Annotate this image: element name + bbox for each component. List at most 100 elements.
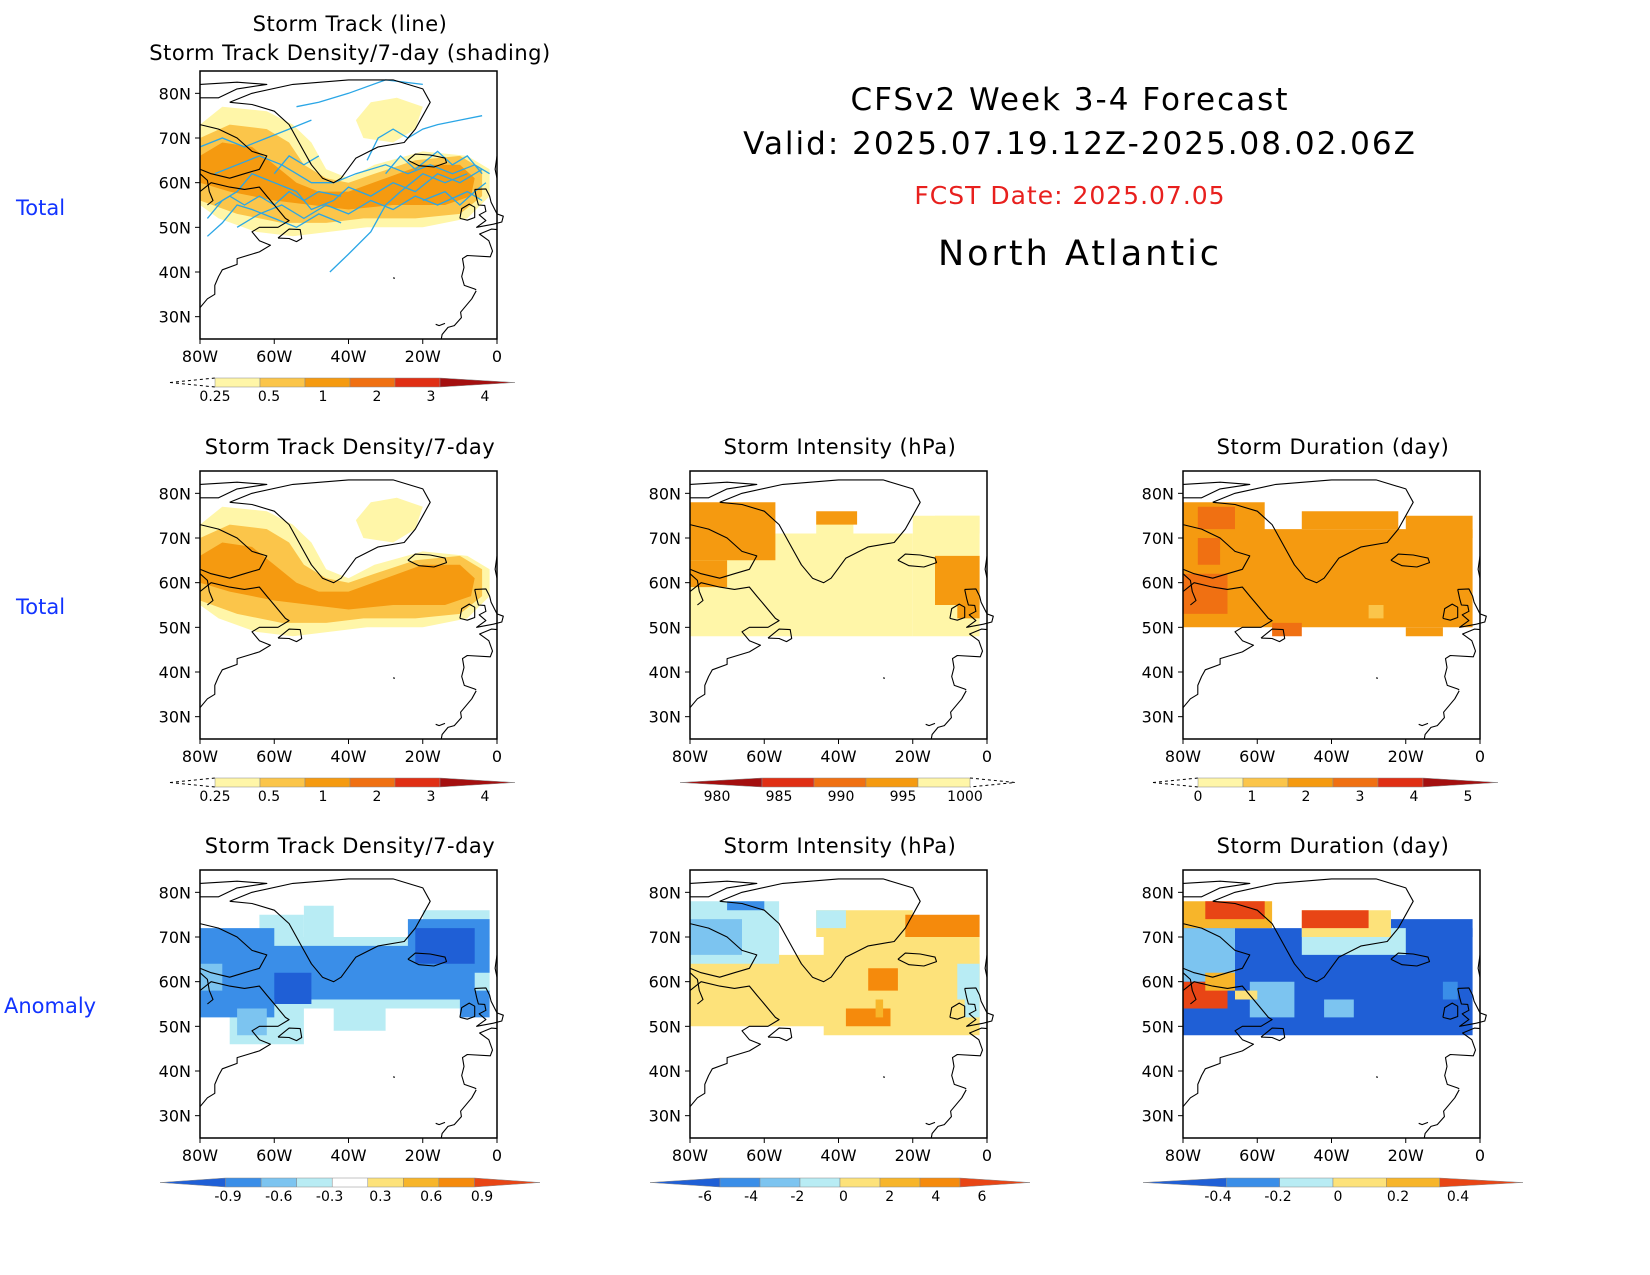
lat-tick-label: 80N	[1142, 883, 1174, 902]
panel-title-density-anom: Storm Track Density/7-day	[204, 834, 496, 858]
colorbar-label: 0.5	[258, 789, 280, 805]
coastline	[199, 524, 268, 579]
shaded-region	[333, 963, 364, 991]
lon-tick-label: 20W	[1388, 747, 1424, 766]
coastlines	[199, 479, 504, 740]
storm-track-line	[206, 168, 483, 219]
colorbar-swatch	[259, 377, 306, 388]
shaded-region	[868, 968, 898, 991]
coastline	[1182, 573, 1197, 606]
coastline	[1260, 1027, 1286, 1042]
colorbar-swatch	[1386, 1177, 1440, 1188]
lat-tick-label: 60N	[649, 973, 681, 992]
colorbar-swatch	[719, 1177, 761, 1188]
coastline	[199, 972, 214, 1005]
coastline	[407, 553, 448, 568]
coastline	[199, 981, 290, 1108]
colorbar-label: 0.3	[369, 1189, 391, 1205]
map-intensity-total: 80N 70N 60N 50N 40N 30N 80W 60W 40W 20W 0	[649, 470, 994, 766]
coastline	[392, 677, 396, 679]
coastline	[1423, 1089, 1460, 1139]
colorbar-label: 3	[1356, 789, 1365, 805]
map-density-anomaly: 80N 70N 60N 50N 40N 30N 80W 60W 40W 20W 0	[159, 869, 504, 1165]
lon-tick-label: 0	[982, 1146, 992, 1165]
colorbar-label: -0.9	[214, 1189, 241, 1205]
lon-tick-label: 60W	[256, 347, 292, 366]
shading-layer	[1183, 901, 1473, 1036]
colorbar-swatch	[296, 1177, 333, 1188]
storm-tracks	[199, 79, 490, 273]
coastline	[689, 573, 704, 606]
forecast-title: CFSv2 Week 3-4 Forecast	[850, 82, 1290, 118]
colorbar-label: 0.6	[420, 1189, 442, 1205]
colorbar-swatch	[367, 1177, 404, 1188]
coastlines	[199, 878, 504, 1139]
coastline	[392, 1076, 396, 1078]
lat-tick-label: 30N	[1142, 708, 1174, 727]
lat-tick-label: 70N	[159, 129, 191, 148]
coastline	[199, 173, 214, 206]
shaded-region	[816, 910, 846, 929]
colorbar-swatch	[439, 777, 516, 788]
colorbar-swatch	[304, 777, 351, 788]
coastline	[229, 479, 431, 584]
colorbar-swatch	[1439, 1177, 1524, 1188]
coastline	[1182, 524, 1251, 579]
coastline	[689, 582, 780, 709]
colorbar-label: 2	[885, 1189, 894, 1205]
coastline	[930, 690, 967, 740]
storm-track-line	[236, 190, 483, 228]
coastline	[199, 81, 268, 99]
coastline	[719, 479, 921, 584]
coastline	[440, 690, 477, 740]
coastline	[229, 878, 431, 983]
shaded-region	[690, 560, 728, 588]
colorbar-label: 2	[373, 389, 382, 405]
colorbar-label: 3	[427, 789, 436, 805]
shaded-region	[1390, 919, 1473, 937]
colorbar-label: 3	[427, 389, 436, 405]
lat-tick-label: 60N	[159, 973, 191, 992]
lat-tick-label: 50N	[1142, 1017, 1174, 1036]
colorbar-label: -0.2	[1264, 1189, 1291, 1205]
coastline	[882, 1076, 886, 1078]
lon-tick-label: 20W	[895, 747, 931, 766]
coastline	[1182, 481, 1251, 499]
lat-tick-label: 80N	[1142, 484, 1174, 503]
forecast-date: FCST Date: 2025.07.05	[914, 181, 1226, 210]
colorbar-swatch	[1377, 777, 1424, 788]
colorbar-swatch	[260, 1177, 297, 1188]
colorbar-label: 1	[1248, 789, 1257, 805]
lat-tick-label: 60N	[649, 574, 681, 593]
coastline	[689, 880, 758, 898]
colorbar-label: 0.2	[1387, 1189, 1409, 1205]
coastline	[1418, 722, 1429, 727]
coastline	[1212, 878, 1414, 983]
colorbar-density-total: 0.25 0.5 1 2 3 4	[169, 777, 516, 805]
coastline	[897, 952, 938, 967]
shaded-region	[1301, 511, 1399, 530]
shaded-region	[1205, 901, 1265, 920]
colorbar-swatch	[959, 1177, 1031, 1188]
map-duration-anomaly: 80N 70N 60N 50N 40N 30N 80W 60W 40W 20W 0	[1142, 869, 1487, 1165]
lon-tick-label: 80W	[1165, 747, 1201, 766]
coastline	[199, 880, 268, 898]
colorbar-label: 0.25	[199, 389, 230, 405]
colorbar-duration-total: 0 1 2 3 4 5	[1152, 777, 1499, 805]
colorbar-swatch	[1332, 1177, 1387, 1188]
coastline	[767, 628, 793, 643]
shaded-region	[1301, 910, 1369, 929]
lat-tick-label: 80N	[649, 484, 681, 503]
shaded-region	[690, 919, 742, 955]
coastline	[964, 588, 994, 628]
colorbar-open-end	[1152, 777, 1199, 788]
coastline	[1260, 628, 1286, 643]
coastline	[951, 1027, 988, 1090]
lat-tick-label: 70N	[159, 529, 191, 548]
coastline	[1442, 603, 1459, 621]
colorbar-swatch	[919, 1177, 961, 1188]
coastline	[767, 1027, 793, 1042]
lon-tick-label: 80W	[182, 747, 218, 766]
colorbar-swatch	[349, 777, 396, 788]
shaded-region	[385, 963, 423, 991]
